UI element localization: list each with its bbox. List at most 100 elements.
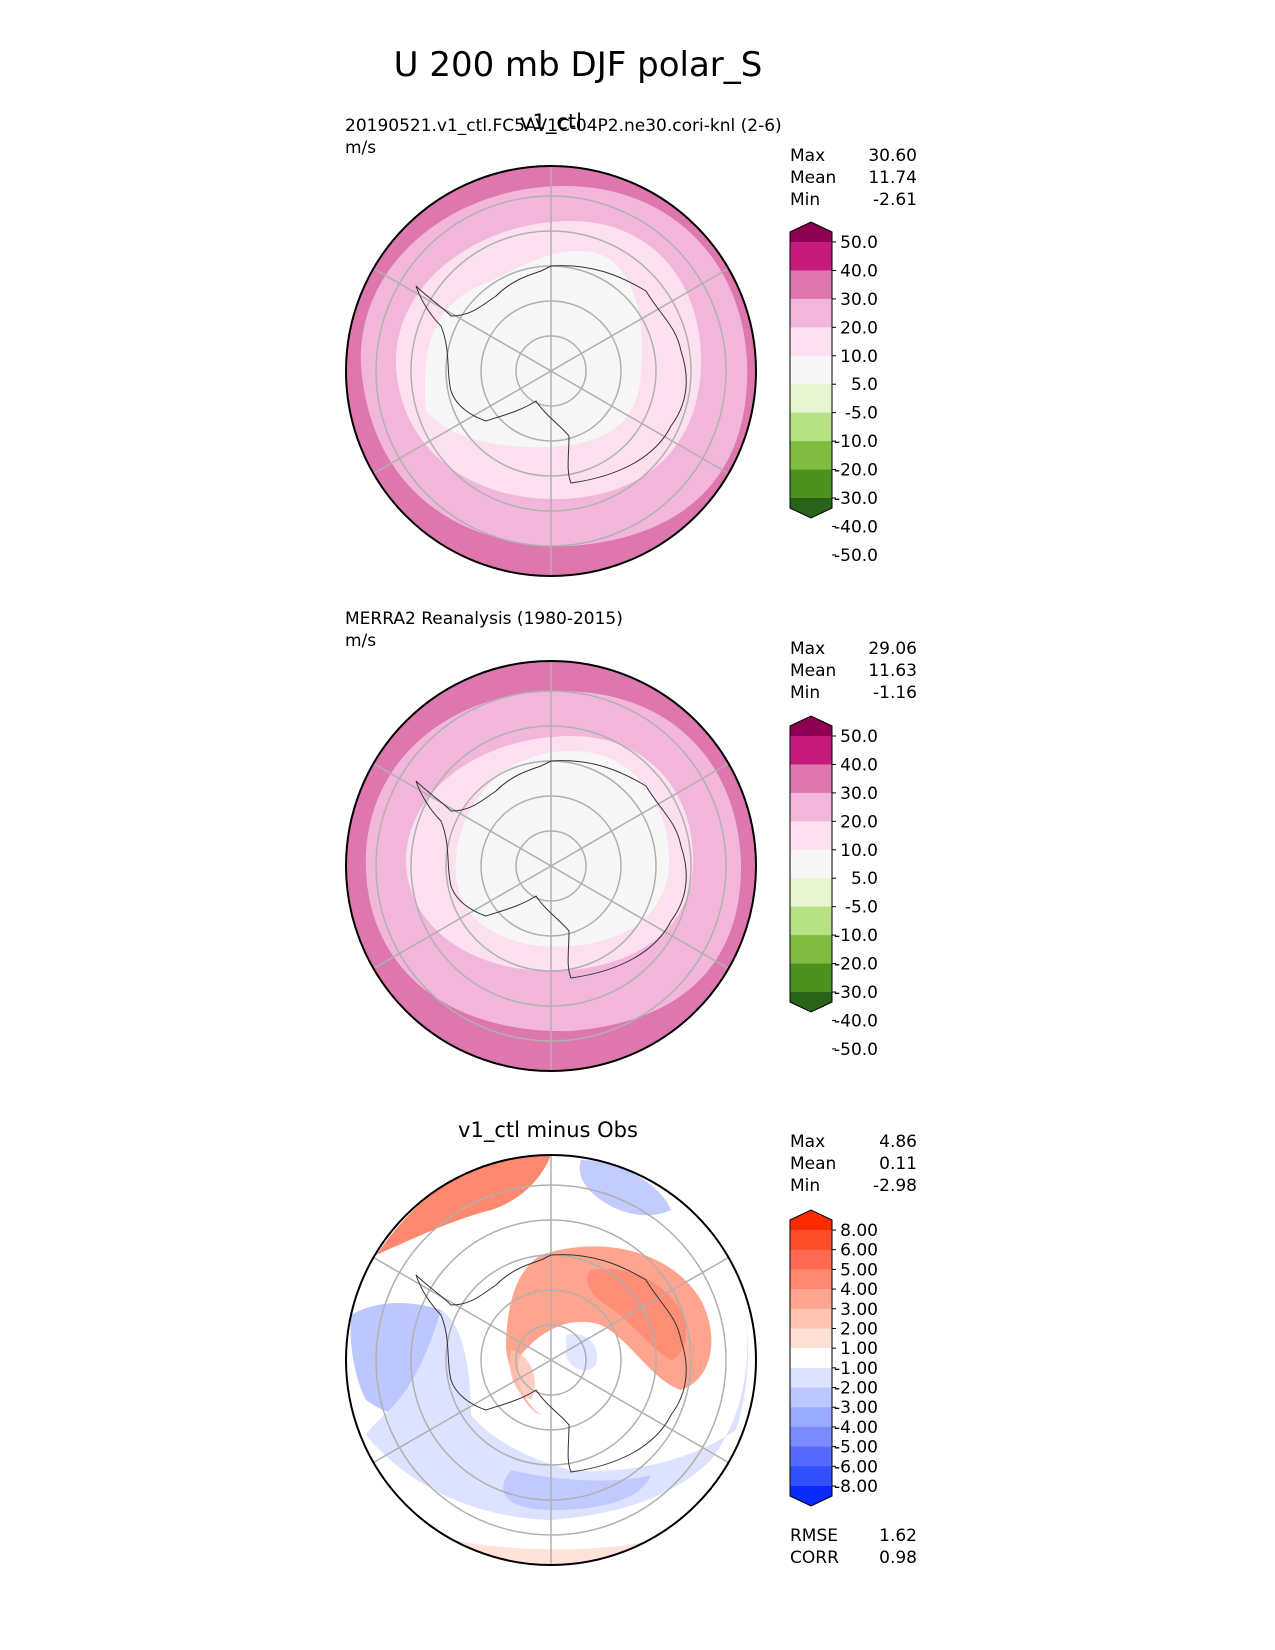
stat-value-mean: 11.63 <box>868 661 917 681</box>
panel-subtitle: 20190521.v1_ctl.FC5AV1C-04P2.ne30.cori-k… <box>345 116 782 136</box>
colorbar-swatch <box>790 441 832 471</box>
colorbar-tick-label: 10.0 <box>840 347 878 367</box>
colorbar-tick-label: -5.00 <box>834 1438 878 1458</box>
colorbar-swatch <box>790 469 832 499</box>
colorbar-tick-label: -50.0 <box>834 1040 878 1060</box>
map-boundary <box>345 1154 757 1566</box>
colorbar-outline <box>789 715 833 1013</box>
polar-map <box>345 1154 757 1566</box>
panel-title: v1_ctl <box>520 110 582 135</box>
antarctica-coastline <box>415 1254 687 1473</box>
colorbar-tick-label: 40.0 <box>840 755 878 775</box>
colorbar-tick-label: -10.0 <box>834 926 878 946</box>
colorbar: 50.0 40.0 30.0 20.0 10.0 5.0 -5.0 -10.0 -20.0 -30… <box>789 715 878 1060</box>
colorbar-tick-label: -30.0 <box>834 489 878 509</box>
stat-label-min: Min <box>790 683 820 703</box>
colorbar-swatch <box>790 1367 832 1389</box>
colorbar-swatch <box>790 1446 832 1467</box>
polar-map <box>345 165 757 577</box>
colorbar-swatch <box>790 327 832 357</box>
colorbar-tick-label: -10.0 <box>834 432 878 452</box>
colorbar-tick-label: 50.0 <box>840 233 878 253</box>
stat-label-max: Max <box>790 639 825 659</box>
stat-label-mean: Mean <box>790 661 836 681</box>
colorbar-swatch <box>790 412 832 442</box>
field-ring-neg5-5 <box>455 751 670 947</box>
colorbar-swatch <box>790 1466 832 1487</box>
colorbar-tick-label: 30.0 <box>840 784 878 804</box>
metric-label-corr: CORR <box>790 1548 839 1568</box>
colorbar-swatch <box>790 498 832 518</box>
colorbar-tick-label: -3.00 <box>834 1398 878 1418</box>
colorbar-tick-label: -50.0 <box>834 546 878 566</box>
colorbar-tick-label: 5.0 <box>851 869 878 889</box>
colorbar-tick-label: -6.00 <box>834 1457 878 1477</box>
colorbar-tick-label: -5.0 <box>845 404 878 424</box>
colorbar-tick-label: 50.0 <box>840 727 878 747</box>
colorbar-swatch <box>790 906 832 936</box>
stat-label-max: Max <box>790 146 825 166</box>
colorbar-swatch <box>790 716 832 736</box>
metric-value-corr: 0.98 <box>879 1548 917 1568</box>
colorbar-tick-label: 4.00 <box>840 1280 878 1300</box>
stat-label-min: Min <box>790 1176 820 1196</box>
colorbar-swatch <box>790 1289 832 1310</box>
panel-model: v1_ctl 20190521.v1_ctl.FC5AV1C-04P2.ne30… <box>345 110 917 577</box>
colorbar-swatch <box>790 1426 832 1448</box>
antarctica-coastline <box>415 760 687 979</box>
colorbar-tick-label: -1.00 <box>834 1359 878 1379</box>
colorbar-swatch <box>790 384 832 414</box>
figure-title: U 200 mb DJF polar_S <box>394 45 763 85</box>
stat-value-max: 30.60 <box>868 146 917 166</box>
stat-label-min: Min <box>790 190 820 210</box>
colorbar-tick-label: 1.00 <box>840 1339 878 1359</box>
colorbar-tick-label: -40.0 <box>834 517 878 537</box>
colorbar-tick-label: 20.0 <box>840 318 878 338</box>
stat-label-max: Max <box>790 1132 825 1152</box>
graticule <box>373 166 729 576</box>
colorbar-tick-label: 5.00 <box>840 1260 878 1280</box>
colorbar-tick-label: 6.00 <box>840 1241 878 1261</box>
panel-difference: v1_ctl minus Obs <box>345 1118 917 1568</box>
colorbar-tick-label: -5.0 <box>845 898 878 918</box>
stat-value-min: -2.98 <box>873 1176 917 1196</box>
map-boundary <box>345 165 757 577</box>
stat-label-mean: Mean <box>790 168 836 188</box>
graticule <box>373 1155 729 1565</box>
colorbar-swatch <box>790 270 832 300</box>
colorbar-tick-label: -20.0 <box>834 955 878 975</box>
antarctica-coastline <box>415 265 687 484</box>
colorbar-tick-label: -4.00 <box>834 1418 878 1438</box>
colorbar-tick-label: 40.0 <box>840 261 878 281</box>
colorbar-tick-label: 8.00 <box>840 1221 878 1241</box>
colorbar-swatch <box>790 1230 832 1251</box>
colorbar-swatch <box>790 764 832 794</box>
colorbar-swatch <box>790 821 832 851</box>
panel-title: v1_ctl minus Obs <box>458 1118 638 1143</box>
colorbar-tick-label: 20.0 <box>840 812 878 832</box>
colorbar: 8.006.005.004.003.002.001.00-1.00-2.00-3… <box>789 1209 878 1507</box>
colorbar-swatch <box>790 1308 832 1329</box>
colorbar-swatch <box>790 992 832 1012</box>
colorbar-swatch <box>790 1348 832 1369</box>
stat-value-max: 29.06 <box>868 639 917 659</box>
colorbar-swatch <box>790 1249 832 1270</box>
field-ring-neg5-5 <box>424 251 642 448</box>
colorbar-swatch <box>790 1210 832 1230</box>
stat-value-mean: 11.74 <box>868 168 917 188</box>
colorbar-tick-label: -40.0 <box>834 1011 878 1031</box>
colorbar-tick-label: 10.0 <box>840 841 878 861</box>
colorbar-tick-label: -2.00 <box>834 1379 878 1399</box>
panel-subtitle: MERRA2 Reanalysis (1980-2015) <box>345 609 623 629</box>
colorbar-swatch <box>790 736 832 765</box>
panel-units: m/s <box>345 138 376 158</box>
colorbar-swatch <box>790 849 832 879</box>
colorbar-swatch <box>790 242 832 271</box>
colorbar-tick-label: 30.0 <box>840 290 878 310</box>
metric-value-rmse: 1.62 <box>879 1526 917 1546</box>
colorbar-swatch <box>790 1387 832 1408</box>
colorbar-swatch <box>790 963 832 993</box>
stat-value-mean: 0.11 <box>879 1154 917 1174</box>
stat-value-min: -1.16 <box>873 683 917 703</box>
